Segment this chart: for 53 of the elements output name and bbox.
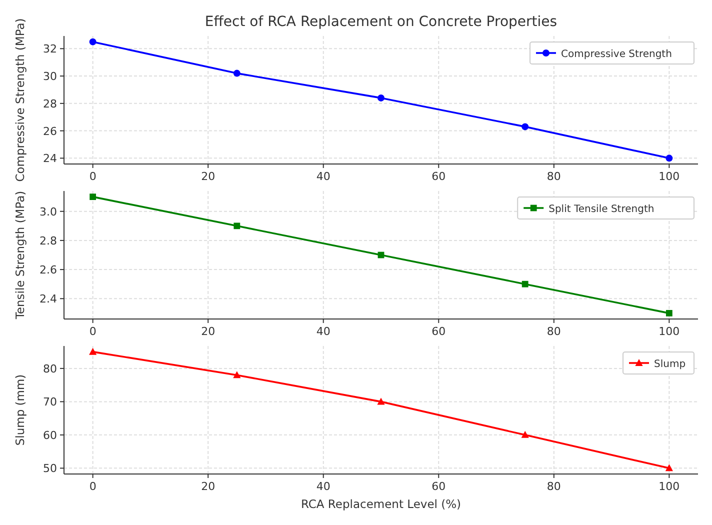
point: [377, 398, 385, 405]
x-tick-label: 60: [432, 480, 446, 493]
y-tick-label: 2.8: [40, 234, 57, 248]
x-tick-label: 40: [316, 325, 330, 338]
y-axis-title: Slump (mm): [13, 374, 27, 446]
legend-label: Split Tensile Strength: [548, 204, 654, 215]
x-axis-title: RCA Replacement Level (%): [300, 497, 462, 511]
y-tick-label: 32: [43, 42, 57, 56]
y-tick-label: 28: [43, 97, 57, 110]
y-tick-label: 3.0: [40, 205, 57, 218]
x-tick-label: 0: [89, 325, 96, 338]
point: [522, 280, 528, 288]
x-tick-label: 80: [546, 170, 561, 183]
x-tick-label: 20: [201, 325, 216, 338]
x-tick-label: 60: [432, 325, 446, 338]
legend-label: Slump: [654, 359, 686, 370]
point: [666, 154, 673, 162]
x-tick-label: 100: [658, 170, 680, 183]
point: [89, 38, 96, 46]
x-tick-label: 0: [89, 170, 96, 183]
y-tick-label: 30: [43, 70, 57, 84]
x-tick-label: 20: [201, 480, 216, 493]
point: [378, 94, 384, 102]
chart-title: Effect of RCA Replacement on Concrete Properties: [204, 14, 558, 30]
point: [234, 222, 240, 230]
y-tick-label: 2.6: [40, 264, 57, 277]
y-tick-label: 2.4: [40, 292, 57, 306]
point: [521, 430, 529, 438]
y-tick-label: 70: [43, 396, 57, 409]
x-tick-label: 40: [316, 480, 330, 493]
legend-label: Compressive Strength: [561, 49, 672, 60]
y-tick-label: 50: [43, 462, 57, 476]
x-tick-label: 80: [546, 325, 561, 338]
point: [90, 194, 96, 200]
y-tick-label: 24: [43, 152, 57, 166]
point: [233, 371, 241, 378]
y-tick-label: 26: [43, 124, 57, 138]
y-axis-title: Compressive Strength (MPa): [13, 18, 27, 182]
x-tick-label: 0: [89, 480, 96, 493]
y-tick-label: 80: [43, 362, 57, 376]
x-tick-label: 60: [432, 170, 446, 183]
point: [522, 123, 529, 130]
x-tick-label: 20: [201, 170, 216, 183]
x-tick-label: 80: [546, 480, 561, 493]
y-axis-title: Tensile Strength (MPa): [13, 190, 27, 320]
point: [665, 464, 673, 472]
x-tick-label: 100: [658, 325, 680, 338]
y-tick-label: 60: [43, 428, 57, 442]
point: [89, 348, 97, 355]
x-tick-label: 100: [658, 480, 680, 493]
point: [233, 70, 240, 77]
point: [666, 310, 672, 316]
x-tick-label: 40: [316, 170, 330, 183]
